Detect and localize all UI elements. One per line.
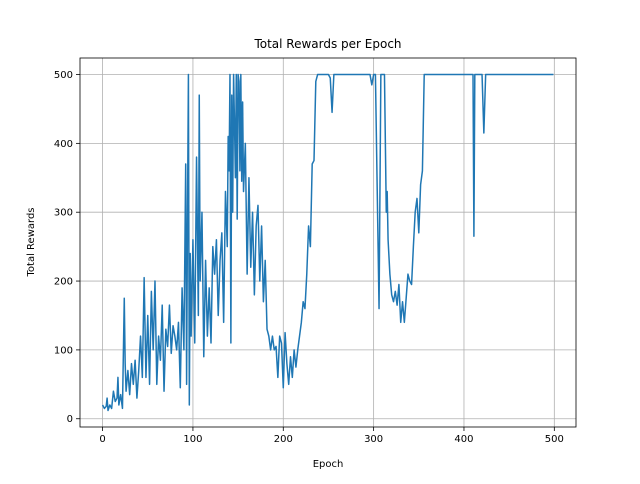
x-tick-label: 400 — [454, 434, 473, 445]
y-tick-label: 100 — [54, 345, 73, 356]
x-tick-label: 200 — [274, 434, 293, 445]
y-tick-label: 0 — [67, 414, 73, 425]
line-series — [101, 73, 554, 412]
x-axis-label: Epoch — [313, 459, 344, 470]
x-tick-label: 300 — [364, 434, 383, 445]
y-tick-label: 300 — [54, 208, 73, 219]
chart-title: Total Rewards per Epoch — [253, 37, 401, 51]
y-tick-label: 200 — [54, 277, 73, 288]
x-tick-label: 0 — [99, 434, 105, 445]
y-tick-label: 400 — [54, 139, 73, 150]
y-axis-label: Total Rewards — [26, 208, 37, 278]
y-tick-label: 500 — [54, 70, 73, 81]
x-tick-label: 100 — [183, 434, 202, 445]
plot-frame — [79, 57, 577, 428]
x-tick-label: 500 — [545, 434, 564, 445]
